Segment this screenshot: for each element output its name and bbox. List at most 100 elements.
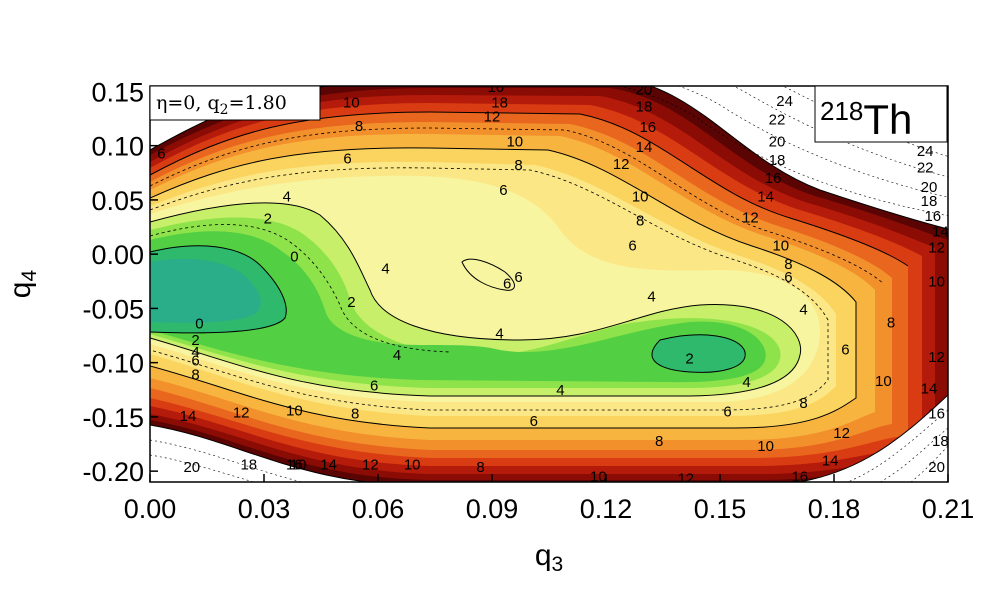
contour-label: 10 (343, 94, 360, 111)
y-tick-label: 0.05 (91, 186, 144, 216)
contour-label: 10 (875, 373, 892, 390)
contour-line (150, 111, 909, 267)
contour-label: 0 (290, 248, 298, 265)
contour-label: 10 (286, 402, 303, 419)
nucleus-text: 218Th (820, 96, 912, 143)
contour-label: 12 (833, 425, 850, 442)
contour-label: 6 (191, 352, 199, 369)
contour-label: 18 (636, 99, 653, 116)
contour-label: 10 (290, 457, 307, 474)
x-tick-label: 0.12 (580, 494, 633, 524)
contour-label: 4 (647, 288, 655, 305)
y-tick-label: 0.15 (91, 77, 144, 107)
contour-label: 18 (921, 193, 938, 210)
contour-label: 16 (286, 457, 303, 474)
y-tick-label: -0.15 (82, 403, 144, 433)
contour-line (150, 245, 287, 334)
hatch-line (732, 86, 948, 178)
y-tick-label: -0.20 (82, 457, 144, 487)
contour-label: 10 (772, 237, 789, 254)
contour-label: 2 (685, 350, 693, 367)
contour-label: 6 (723, 403, 731, 420)
hatch-line (150, 454, 255, 482)
contour-line-dashed (150, 224, 451, 353)
x-tick-label: 0.21 (922, 494, 975, 524)
contour-label: 20 (769, 133, 786, 150)
contour-label: 8 (784, 256, 792, 273)
energy-band (150, 231, 766, 383)
contour-label: 2 (191, 332, 199, 349)
contour-label: 14 (932, 223, 949, 240)
nucleus-label: 218Th (814, 85, 948, 143)
hatch-line (910, 445, 948, 482)
contour-label: 16 (765, 170, 782, 187)
contour-label: 20 (928, 459, 945, 476)
contour-label: 0 (195, 316, 203, 333)
contour-lines (150, 86, 948, 482)
contour-label: 26 (765, 74, 782, 91)
contour-label: 12 (677, 471, 694, 488)
x-tick-label: 0.03 (238, 494, 291, 524)
contour-label: 18 (240, 457, 257, 474)
x-tick-label: 0.09 (466, 494, 519, 524)
contour-label: 4 (556, 382, 564, 399)
contour-label: 14 (636, 139, 653, 156)
contour-label: 20 (636, 81, 653, 98)
contour-label: 8 (514, 157, 522, 174)
contour-label: 4 (393, 347, 401, 364)
contour-label: 6 (370, 377, 378, 394)
contour-label: 2 (264, 210, 272, 227)
y-axis-ticks: 0.15 0.10 0.05 0.00 -0.05 -0.10 -0.15 -0.20 (82, 77, 158, 487)
high-energy-region (150, 395, 948, 482)
contour-label: 6 (157, 145, 165, 162)
x-tick-label: 0.00 (124, 494, 177, 524)
contour-label: 12 (362, 457, 379, 474)
contour-label: 16 (639, 119, 656, 136)
contour-label: 6 (343, 151, 351, 168)
x-tick-label: 0.06 (352, 494, 405, 524)
contour-label: 14 (822, 452, 839, 469)
hatch-line (618, 86, 948, 217)
contour-line (461, 258, 515, 291)
contour-label: 16 (924, 208, 941, 225)
contour-line-dashed (150, 167, 829, 411)
contour-label: 14 (180, 408, 197, 425)
contour-line (651, 334, 746, 373)
contour-label: 10 (590, 469, 607, 486)
contour-label: 6 (784, 269, 792, 286)
contour-label: 10 (506, 133, 523, 150)
energy-band (651, 334, 746, 373)
contour-label: 6 (530, 413, 538, 430)
contour-label: 18 (491, 94, 508, 111)
contour-label: 22 (769, 112, 786, 129)
contour-line (150, 394, 948, 482)
energy-band (150, 258, 261, 323)
y-axis-title: q4 (4, 270, 41, 299)
contour-label: 24 (776, 93, 793, 110)
contour-label: 12 (928, 349, 945, 366)
contour-line (150, 202, 802, 397)
x-axis-ticks: 0.00 0.03 0.06 0.09 0.12 0.15 0.18 0.21 (124, 474, 975, 524)
contour-label: 4 (742, 374, 750, 391)
contour-label: 10 (757, 438, 774, 455)
contour-label: 6 (841, 342, 849, 359)
y-tick-label: -0.10 (82, 349, 144, 379)
contour-label: 8 (799, 395, 807, 412)
contour-label: 8 (887, 315, 895, 332)
contour-label: 8 (636, 213, 644, 230)
contour-label: 12 (484, 108, 501, 125)
y-tick-label: 0.10 (91, 132, 144, 162)
contour-label: 10 (404, 457, 421, 474)
contour-label: 8 (476, 459, 484, 476)
contour-label: 10 (928, 273, 945, 290)
contour-label: 10 (632, 189, 649, 206)
y-tick-label: 0.00 (91, 240, 144, 270)
contour-label: 18 (769, 152, 786, 169)
contour-label: 8 (355, 118, 363, 135)
parameter-annotation: η=0, q2=1.80 (149, 85, 321, 121)
contour-line-dashed (150, 127, 885, 285)
